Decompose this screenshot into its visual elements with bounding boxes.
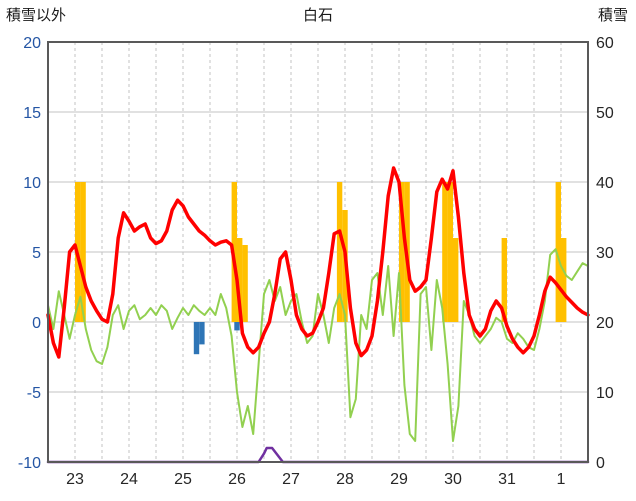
left-axis-tick: 20 <box>23 35 41 52</box>
snow-depth-line-series <box>46 446 590 464</box>
x-axis-tick: 28 <box>336 471 354 488</box>
bar <box>237 238 243 322</box>
bar <box>80 182 86 322</box>
bar <box>336 182 343 322</box>
x-axis-tick: 27 <box>282 471 300 488</box>
right-axis-tick: 40 <box>596 175 614 192</box>
x-axis-tick: 30 <box>444 471 462 488</box>
plot-border <box>47 41 589 463</box>
x-axis-tick: 29 <box>390 471 408 488</box>
right-axis-tick: 60 <box>596 35 614 52</box>
green-line-series <box>47 248 589 442</box>
right-axis-tick: 50 <box>596 105 614 122</box>
x-axis-tick: 31 <box>498 471 516 488</box>
bar <box>193 322 200 355</box>
bar <box>199 322 205 345</box>
line <box>47 248 589 442</box>
left-axis-tick: 0 <box>32 315 41 332</box>
bar <box>453 238 459 322</box>
left-axis-tick: -5 <box>27 385 41 402</box>
bar <box>555 182 561 322</box>
x-axis-tick: 24 <box>120 471 138 488</box>
bar <box>242 245 248 322</box>
left-axis-tick: -10 <box>18 455 41 472</box>
left-axis-tick: 10 <box>23 175 41 192</box>
bar <box>234 322 240 331</box>
bar <box>447 182 453 322</box>
left-axis-tick: 15 <box>23 105 41 122</box>
bar <box>501 238 507 322</box>
bar <box>561 238 567 322</box>
negative-bars-series <box>193 322 240 355</box>
right-axis-tick: 30 <box>596 245 614 262</box>
bar <box>399 182 405 322</box>
right-axis-tick: 10 <box>596 385 614 402</box>
red-temperature-line-series <box>46 166 590 359</box>
left-axis-tick: 5 <box>32 245 41 262</box>
x-axis-tick: 25 <box>174 471 192 488</box>
right-axis-tick: 0 <box>596 455 605 472</box>
x-axis-tick: 1 <box>557 471 566 488</box>
x-axis-tick: 23 <box>66 471 84 488</box>
x-axis-tick: 26 <box>228 471 246 488</box>
line <box>46 446 590 464</box>
line <box>46 166 590 359</box>
bar <box>442 182 448 322</box>
right-axis-tick: 20 <box>596 315 614 332</box>
